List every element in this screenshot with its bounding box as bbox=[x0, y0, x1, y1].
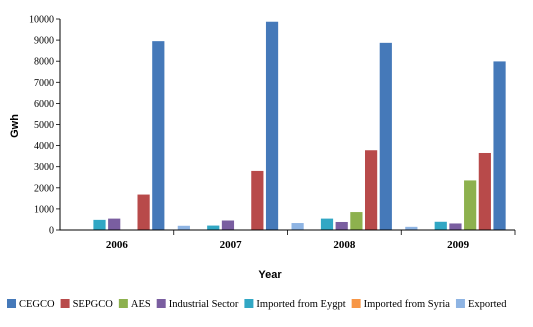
x-category-label: 2007 bbox=[220, 239, 243, 251]
legend-label: SEPGCO bbox=[73, 299, 114, 310]
legend-swatch bbox=[244, 299, 254, 308]
legend: CEGCO SEPGCO AES Industrial Sector Imported … bbox=[7, 299, 507, 310]
bar-industrial-sector-2007 bbox=[221, 220, 235, 230]
bar-cegco-2006 bbox=[152, 41, 165, 230]
bar-imported-from-eygpt-2009 bbox=[434, 221, 447, 230]
y-tick-label: 10000 bbox=[29, 15, 54, 26]
y-tick-label: 1000 bbox=[34, 204, 54, 215]
bar-imported-from-eygpt-2007 bbox=[207, 225, 220, 230]
bar-cegco-2009 bbox=[493, 61, 506, 231]
legend-label: Industrial Sector bbox=[169, 299, 239, 310]
y-tick-label: 9000 bbox=[34, 36, 54, 47]
legend-swatch bbox=[156, 299, 166, 308]
y-tick-label: 4000 bbox=[34, 141, 54, 152]
y-tick-label: 3000 bbox=[34, 162, 54, 173]
legend-label: CEGCO bbox=[19, 299, 55, 310]
legend-label: AES bbox=[131, 299, 151, 310]
bar-sepgco-2009 bbox=[478, 152, 491, 230]
y-axis-ticks: 0 1000 2000 3000 4000 5000 6000 7000 8000 9000 100… bbox=[29, 15, 60, 237]
legend-swatch bbox=[7, 299, 16, 308]
y-tick-label: 8000 bbox=[34, 57, 54, 68]
bar-industrial-sector-2006 bbox=[108, 218, 121, 230]
y-tick-label: 7000 bbox=[34, 78, 54, 89]
bar-imported-from-eygpt-2008 bbox=[320, 218, 334, 230]
x-axis-categories: 2006 2007 2008 2009 bbox=[106, 239, 470, 251]
legend-swatch bbox=[455, 299, 465, 308]
bar-imported-from-eygpt-2006 bbox=[93, 219, 106, 230]
bar-cegco-2007 bbox=[265, 21, 279, 231]
axes bbox=[59, 19, 516, 235]
bar-sepgco-2006 bbox=[137, 194, 150, 230]
legend-swatch bbox=[60, 299, 70, 308]
x-category-label: 2009 bbox=[447, 239, 470, 251]
bar-exported-2009 bbox=[405, 226, 418, 230]
bar-exported-2007 bbox=[177, 225, 190, 230]
x-category-label: 2006 bbox=[106, 239, 129, 251]
bar-sepgco-2007 bbox=[251, 170, 264, 230]
bar-aes-2008 bbox=[350, 212, 363, 230]
y-tick-label: 6000 bbox=[34, 99, 54, 110]
legend-swatch bbox=[118, 299, 128, 308]
y-axis-title: Gwh bbox=[9, 114, 21, 138]
bar-industrial-sector-2008 bbox=[335, 221, 348, 230]
bar-industrial-sector-2009 bbox=[449, 223, 462, 230]
legend-swatch bbox=[351, 299, 361, 308]
bar-exported-2008 bbox=[291, 223, 304, 230]
y-tick-label: 0 bbox=[49, 226, 54, 237]
y-tick-label: 2000 bbox=[34, 183, 54, 194]
bar-aes-2009 bbox=[464, 180, 477, 230]
bars bbox=[93, 21, 506, 231]
bar-cegco-2008 bbox=[379, 42, 392, 230]
y-tick-label: 5000 bbox=[34, 120, 54, 131]
x-category-label: 2008 bbox=[333, 239, 356, 251]
legend-label: Exported bbox=[468, 299, 507, 310]
legend-label: Imported from Syria bbox=[364, 299, 451, 310]
x-axis-title: Year bbox=[258, 269, 282, 281]
legend-label: Imported from Eygpt bbox=[256, 299, 345, 310]
bar-sepgco-2008 bbox=[365, 150, 378, 230]
